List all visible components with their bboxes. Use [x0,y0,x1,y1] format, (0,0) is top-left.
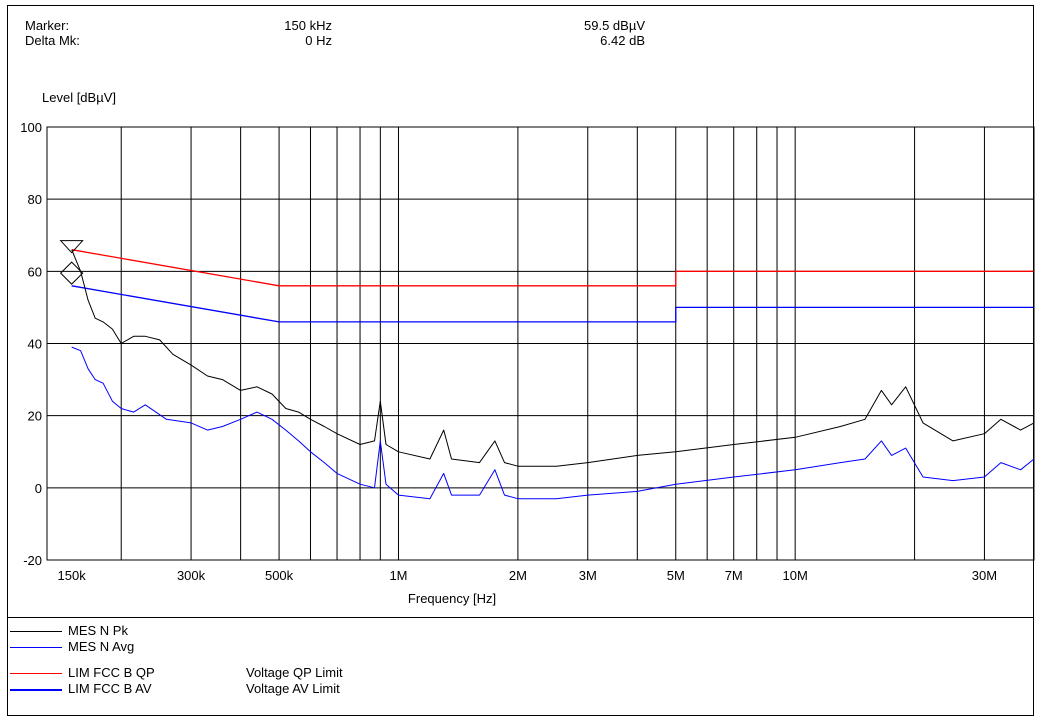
legend-swatch-lim-qp [10,673,62,674]
y-tick-label: 100 [20,120,42,135]
legend-item-mes-pk: MES N Pk [68,623,128,638]
legend-desc-lim-qp: Voltage QP Limit [246,665,343,680]
legend-item-mes-avg: MES N Avg [68,639,135,654]
legend-divider [7,617,1034,618]
x-tick-label: 300k [177,568,206,583]
x-tick-label: 3M [579,568,597,583]
delta-frequency: 0 Hz [305,33,332,48]
y-tick-labels: -20 0 20 40 60 80 100 [20,120,42,568]
x-tick-label: 2M [509,568,527,583]
y-tick-label: 0 [35,481,42,496]
marker-triangle [59,240,84,254]
x-axis-label: Frequency [Hz] [408,591,496,606]
series-line-mes-n-pk [71,249,1035,467]
marker-frequency: 150 kHz [284,18,332,33]
chart-series [71,249,1035,500]
y-tick-label: 80 [28,192,42,207]
plot-area-border [46,126,1035,561]
marker-level: 59.5 dBµV [584,18,645,33]
delta-marker-label: Delta Mk: [25,33,80,48]
x-tick-labels: 150k 300k 500k 1M 2M 3M 5M 7M 10M 30M [58,568,998,583]
legend-desc-lim-av: Voltage AV Limit [246,681,340,696]
chart-grid [47,126,1034,561]
x-tick-label: 1M [389,568,407,583]
x-tick-label: 5M [667,568,685,583]
marker-diamond [59,261,84,285]
emission-chart: Level [dBµV] -20 0 20 40 60 80 100 150k 300k 500… [20,90,1035,606]
x-tick-label: 150k [58,568,87,583]
series-line-lim-fcc-b-av [71,285,1034,323]
legend-item-lim-qp: LIM FCC B QP [68,665,155,680]
x-tick-label: 500k [265,568,294,583]
y-tick-label: 20 [28,409,42,424]
x-tick-label: 7M [725,568,743,583]
x-tick-label: 30M [972,568,997,583]
series-line-mes-n-avg [71,346,1035,500]
marker-label: Marker: [25,18,70,33]
x-tick-label: 10M [783,568,808,583]
delta-level: 6.42 dB [600,33,645,48]
y-axis-label: Level [dBµV] [42,90,116,105]
chart-markers [59,240,84,285]
y-tick-label: 40 [28,337,42,352]
series-line-lim-fcc-b-qp [71,249,1034,287]
legend-swatch-mes-pk [10,631,62,632]
legend-swatch-lim-av [10,689,62,691]
legend-swatch-mes-avg [10,647,62,648]
legend-item-lim-av: LIM FCC B AV [68,681,152,696]
y-tick-label: -20 [23,553,42,568]
y-tick-label: 60 [28,264,42,279]
